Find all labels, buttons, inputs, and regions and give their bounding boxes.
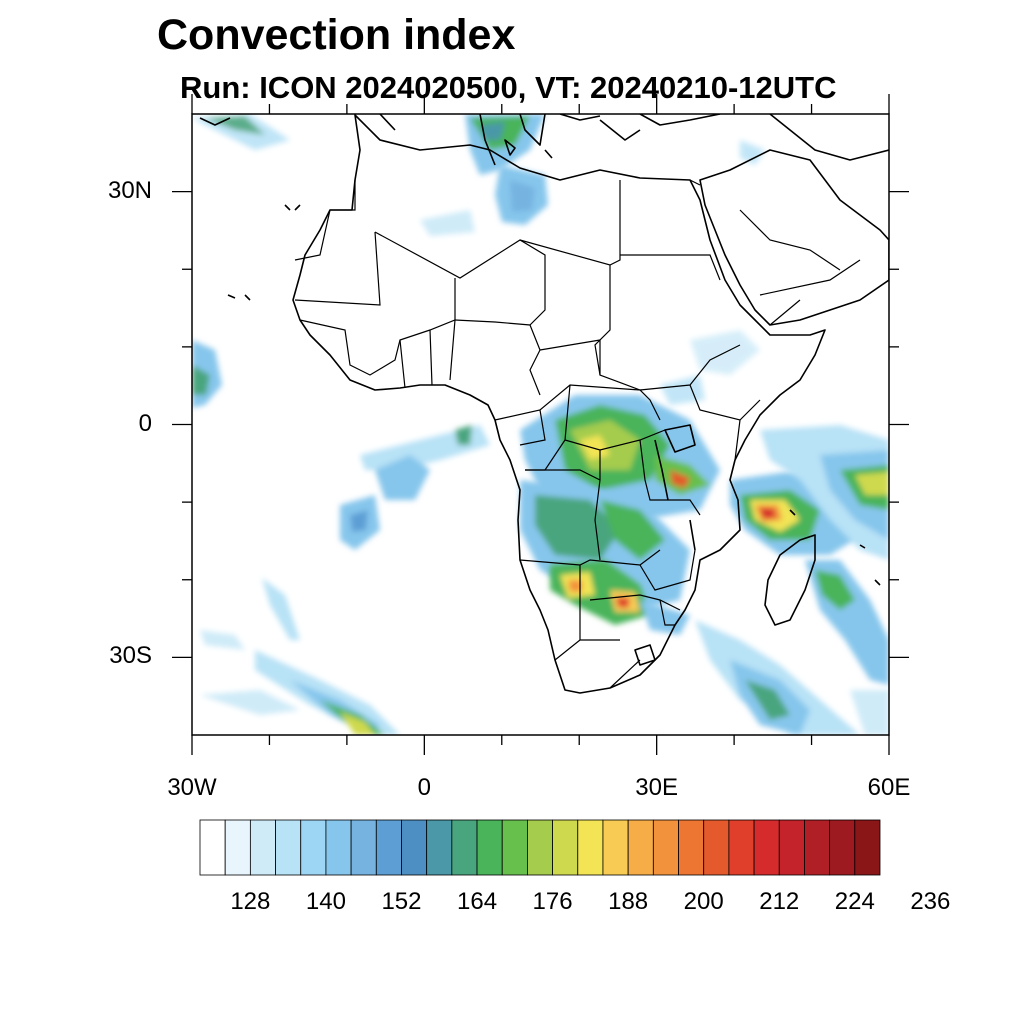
colorbar-swatch [401, 819, 428, 876]
colorbar-swatch [350, 819, 377, 876]
region-south-indian-ocean [695, 620, 889, 735]
colorbar-label: 128 [230, 888, 271, 915]
region-north-atlantic-band-nw [192, 114, 290, 150]
colorbar [199, 819, 881, 876]
country-borders [294, 179, 861, 689]
colorbar-swatch [753, 819, 780, 876]
colorbar-swatch [804, 819, 831, 876]
colorbar-label: 212 [759, 888, 800, 915]
colorbar-swatch [527, 819, 553, 876]
region-central-mediterranean [465, 114, 545, 175]
coastlines [199, 114, 889, 694]
colorbar-swatch [199, 819, 226, 876]
region-madagascar-east [805, 560, 889, 685]
colorbar-label: 188 [608, 888, 649, 915]
colorbar-swatch [224, 819, 251, 876]
colorbar-swatch [426, 819, 453, 876]
colorbar-swatch [375, 819, 402, 876]
colorbar-swatch [451, 819, 478, 876]
lon-label: 30E [635, 774, 678, 801]
lon-label: 60E [867, 774, 911, 801]
colorbar-swatch [300, 819, 327, 876]
colorbar-swatch [249, 819, 276, 876]
lon-label: 0 [417, 774, 431, 801]
colorbar-label: 236 [910, 888, 951, 915]
map-title: Convection index [157, 11, 516, 59]
colorbar-label: 200 [683, 888, 724, 915]
colorbar-swatch [778, 819, 805, 876]
colorbar-swatch [275, 819, 302, 876]
colorbar-swatch [728, 819, 755, 876]
convection-field [192, 114, 889, 735]
colorbar-swatch [501, 819, 528, 876]
map-subtitle: Run: ICON 2024020500, VT: 20240210-12UTC [180, 70, 837, 105]
colorbar-label: 140 [305, 888, 346, 915]
region-namibia-botswana [550, 560, 690, 635]
colorbar-swatch [678, 819, 705, 876]
lon-label: 30W [167, 774, 217, 801]
colorbar-swatch [703, 819, 730, 876]
region-libya-plume [420, 165, 548, 236]
colorbar-label: 152 [381, 888, 422, 915]
region-indian-ocean-east [760, 425, 889, 560]
colorbar-swatch [627, 819, 654, 876]
colorbar-label: 176 [532, 888, 573, 915]
colorbar-swatch [476, 819, 503, 876]
lat-label: 30S [109, 642, 152, 670]
colorbar-swatch [602, 819, 629, 876]
colorbar-swatch [652, 819, 679, 876]
colorbar-label: 224 [834, 888, 875, 915]
region-congo-basin [520, 395, 720, 520]
axis-ticks [172, 94, 909, 755]
colorbar-label: 164 [457, 888, 498, 915]
region-gulf-of-guinea-sw [340, 425, 490, 550]
region-atlantic-west-edge [192, 340, 222, 408]
colorbar-swatch [325, 819, 352, 876]
colorbar-swatch [854, 819, 881, 876]
colorbar-swatch [552, 819, 579, 876]
colorbar-swatch [577, 819, 604, 876]
region-south-atlantic-jet [200, 578, 400, 735]
lat-label: 0 [138, 409, 152, 437]
lat-label: 30N [107, 176, 152, 204]
colorbar-swatch [829, 819, 856, 876]
